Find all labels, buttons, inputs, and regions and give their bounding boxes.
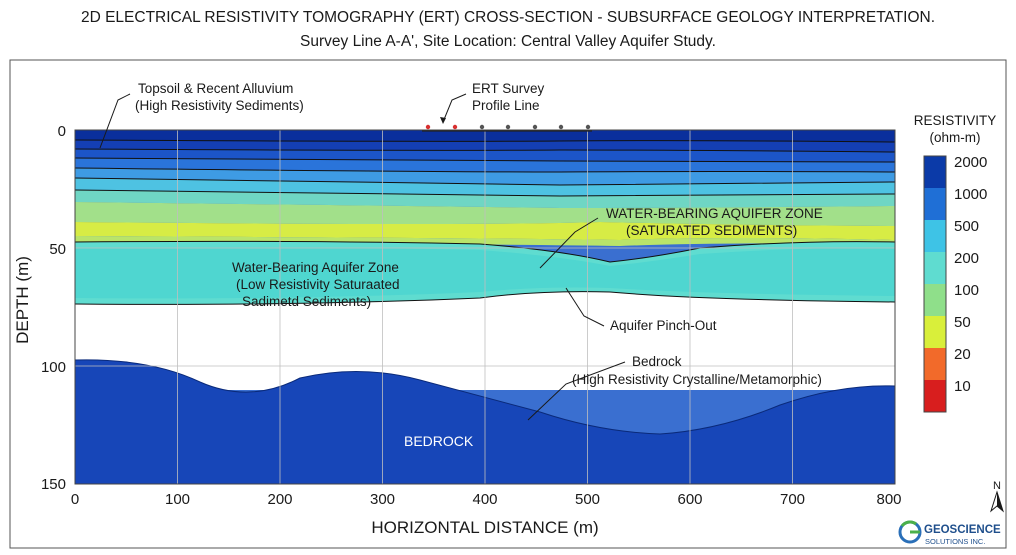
bedrock-callout: Bedrock (632, 354, 682, 369)
aquifer-left-label: Sadimetd Sediments) (242, 294, 371, 309)
x-tick-label: 800 (876, 491, 901, 508)
ert-line-label: Profile Line (472, 98, 540, 113)
bedrock-label: BEDROCK (404, 433, 474, 449)
logo-name: GEOSCIENCE (924, 524, 1001, 536)
annotations: Topsoil & Recent Alluvium (High Resistiv… (99, 81, 823, 449)
legend-label-1000: 1000 (954, 186, 987, 203)
legend-border (923, 155, 947, 413)
figure-subtitle: Survey Line A-A', Site Location: Central… (300, 33, 716, 50)
legend-swatch-20 (924, 348, 946, 380)
legend-swatch-100 (924, 284, 946, 316)
aquifer-left-label: (Low Resistivity Saturaated (236, 277, 400, 292)
legend-title: (ohm-m) (930, 130, 981, 145)
legend-swatches (923, 155, 947, 413)
x-tick-label: 700 (780, 491, 805, 508)
legend-swatch-2000 (924, 156, 946, 188)
ert-line-label: ERT Survey (472, 81, 545, 96)
ert-electrodes (422, 124, 592, 132)
x-tick-label: 300 (370, 491, 395, 508)
figure-frame (9, 59, 1007, 549)
grid (75, 130, 895, 484)
legend-labels: 2000 1000 500 200 100 50 20 10 (954, 154, 987, 395)
y-tick-label: 100 (41, 359, 66, 376)
legend-label-2000: 2000 (954, 154, 987, 171)
y-axis-label: DEPTH (m) (13, 256, 32, 344)
legend-swatch-200 (924, 252, 946, 284)
y-tick-label: 150 (41, 476, 66, 493)
cross-section (74, 124, 896, 485)
aquifer-upper-label: (SATURATED SEDIMENTS) (626, 223, 797, 238)
figure-title: 2D ELECTRICAL RESISTIVITY TOMOGRAPHY (ER… (81, 9, 935, 26)
x-tick-label: 600 (677, 491, 702, 508)
y-axis: 0 50 100 150 (41, 123, 66, 493)
aquifer-left-label: Water-Bearing Aquifer Zone (232, 260, 399, 275)
contour-lines (75, 139, 895, 435)
legend-title: RESISTIVITY (914, 113, 997, 128)
x-tick-label: 400 (472, 491, 497, 508)
legend-label-200: 200 (954, 250, 979, 267)
north-arrow-icon: N (990, 480, 1004, 513)
x-axis: 0 100 200 300 400 500 600 700 800 (71, 491, 902, 508)
legend-label-20: 20 (954, 346, 971, 363)
legend-swatch-1000 (924, 188, 946, 220)
y-tick-label: 0 (58, 123, 66, 140)
y-tick-label: 50 (49, 241, 66, 258)
legend-swatch-10 (924, 380, 946, 412)
legend-label-50: 50 (954, 314, 971, 331)
pinch-out-label: Aquifer Pinch-Out (610, 318, 717, 333)
logo-sub: SOLUTIONS INC. (925, 537, 985, 546)
topsoil-label: (High Resistivity Sediments) (135, 98, 304, 113)
legend-swatch-50 (924, 316, 946, 348)
x-tick-label: 0 (71, 491, 79, 508)
resistivity-legend: RESISTIVITY (ohm-m) 20001000500200100502… (914, 113, 997, 413)
aquifer-upper-label: WATER-BEARING AQUIFER ZONE (606, 206, 823, 221)
legend-label-100: 100 (954, 282, 979, 299)
legend-swatch-500 (924, 220, 946, 252)
company-logo: GEOSCIENCE SOLUTIONS INC. (898, 520, 1001, 546)
x-tick-label: 200 (267, 491, 292, 508)
topsoil-label: Topsoil & Recent Alluvium (138, 81, 293, 96)
x-tick-label: 500 (575, 491, 600, 508)
legend-label-500: 500 (954, 218, 979, 235)
x-axis-label: HORIZONTAL DISTANCE (m) (371, 518, 598, 537)
svg-text:N: N (993, 480, 1001, 492)
x-tick-label: 100 (165, 491, 190, 508)
legend-label-10: 10 (954, 378, 971, 395)
bedrock-callout: (High Resistivity Crystalline/Metamorphi… (572, 372, 822, 387)
